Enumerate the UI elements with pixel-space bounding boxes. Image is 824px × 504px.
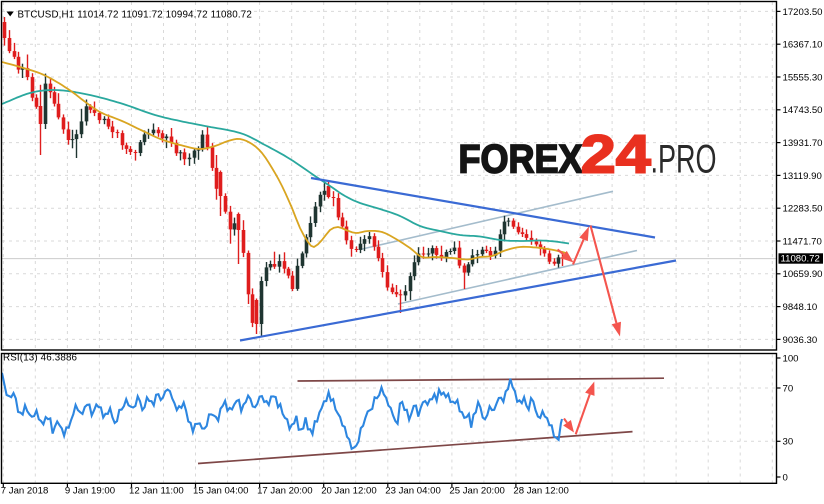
svg-text:15555.30: 15555.30 <box>783 72 823 83</box>
svg-text:11471.70: 11471.70 <box>783 236 822 247</box>
svg-text:13119.90: 13119.90 <box>783 171 822 182</box>
svg-text:10659.90: 10659.90 <box>783 269 823 280</box>
svg-text:100: 100 <box>783 353 799 364</box>
svg-text:FOREX: FOREX <box>459 138 583 182</box>
svg-text:0: 0 <box>783 472 788 483</box>
svg-text:16367.10: 16367.10 <box>783 40 823 51</box>
svg-text:17 Jan 20:00: 17 Jan 20:00 <box>257 485 312 496</box>
svg-text:12283.50: 12283.50 <box>783 204 823 215</box>
svg-text:9036.30: 9036.30 <box>783 335 818 346</box>
svg-text:11080.72: 11080.72 <box>781 254 820 265</box>
svg-text:24: 24 <box>581 125 651 185</box>
svg-text:7 Jan 2018: 7 Jan 2018 <box>1 485 48 496</box>
svg-text:17203.50: 17203.50 <box>783 7 823 18</box>
svg-text:BTCUSD,H1 11014.72 11091.72 1: BTCUSD,H1 11014.72 11091.72 10994.72 110… <box>18 10 252 21</box>
svg-text:28 Jan 12:00: 28 Jan 12:00 <box>513 485 568 496</box>
svg-text:9 Jan 19:00: 9 Jan 19:00 <box>65 485 115 496</box>
svg-text:14743.50: 14743.50 <box>783 105 823 116</box>
svg-text:15 Jan 04:00: 15 Jan 04:00 <box>193 485 248 496</box>
svg-text:.PRO: .PRO <box>651 138 717 182</box>
svg-text:30: 30 <box>783 437 794 448</box>
svg-text:13931.70: 13931.70 <box>783 138 823 149</box>
svg-text:23 Jan 04:00: 23 Jan 04:00 <box>385 485 440 496</box>
svg-text:RSI(13) 46.3886: RSI(13) 46.3886 <box>3 352 78 363</box>
svg-text:70: 70 <box>783 383 794 394</box>
svg-text:25 Jan 20:00: 25 Jan 20:00 <box>449 485 504 496</box>
svg-text:20 Jan 12:00: 20 Jan 12:00 <box>321 485 376 496</box>
svg-text:9848.10: 9848.10 <box>783 302 818 313</box>
svg-text:12 Jan 11:00: 12 Jan 11:00 <box>129 485 184 496</box>
